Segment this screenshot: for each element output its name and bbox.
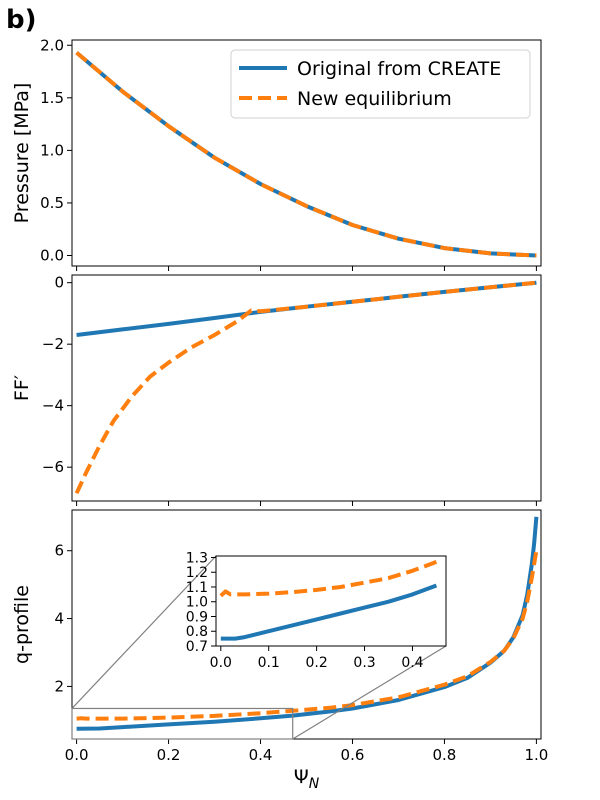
x-tick-label-q-profile-inset: 0.4 [401, 655, 423, 671]
zoom-indicator [71, 555, 447, 740]
y-tick-label-pressure: 2.0 [40, 36, 64, 54]
legend-box [230, 49, 531, 119]
x-tick-label-q-profile: 1.0 [524, 746, 548, 764]
y-tick-label-ffprime: −6 [42, 458, 64, 476]
legend-label-new-equilibrium: New equilibrium [297, 88, 452, 110]
y-tick-label-pressure: 1.5 [40, 89, 64, 107]
y-tick-label-ffprime: −4 [42, 397, 64, 415]
series-line-q-profile-inset-new-equilibrium [219, 560, 438, 598]
x-tick-label-q-profile: 0.6 [341, 746, 365, 764]
zoom-connector-line [71, 555, 217, 709]
x-tick-label-q-profile-inset: 0.0 [210, 655, 232, 671]
x-tick-label-q-profile: 0.0 [65, 746, 89, 764]
axes-q-profile: 2 4 6 0.0 0.2 0.4 0.6 0.8 1.0 q-profile ΨN [11, 509, 548, 792]
zoom-region-box [71, 707, 294, 740]
y-tick-label-q-profile-inset: 1.2 [186, 565, 208, 581]
y-tick-label-pressure: 0.5 [40, 194, 64, 212]
x-axis-title-q-profile: ΨN [294, 766, 320, 792]
y-axis-title-ffprime: FF′ [11, 375, 33, 401]
series-line-ffprime-new-equilibrium [74, 280, 537, 495]
y-tick-label-q-profile-inset: 1.3 [186, 550, 208, 566]
axes-q-profile-inset: 0.70.80.91.01.11.21.3 0.0 0.1 0.2 0.3 0.4 [186, 550, 447, 671]
plot-frame-q-profile [71, 509, 542, 740]
series-line-q-profile-inset-original [220, 583, 438, 641]
y-tick-label-q-profile-inset: 0.9 [186, 609, 208, 625]
x-tick-label-q-profile-inset: 0.2 [305, 655, 327, 671]
x-tick-label-q-profile: 0.4 [249, 746, 273, 764]
plot-frame-ffprime [71, 274, 542, 502]
x-tick-label-q-profile-inset: 0.3 [353, 655, 375, 671]
y-tick-label-q-profile: 6 [54, 542, 64, 560]
axes-pressure: 0.0 0.5 1.0 1.5 2.0 Pressure [MPa] [11, 36, 542, 271]
y-tick-label-q-profile-inset: 0.8 [186, 624, 208, 640]
x-tick-label-q-profile: 0.8 [433, 746, 457, 764]
zoom-connector-line [292, 645, 447, 740]
legend-label-original: Original from CREATE [297, 58, 501, 80]
y-axis-title-pressure: Pressure [MPa] [11, 83, 33, 224]
y-tick-label-q-profile-inset: 1.1 [186, 580, 208, 596]
x-tick-label-q-profile: 0.2 [157, 746, 181, 764]
legend: Original from CREATE New equilibrium [230, 49, 531, 119]
y-tick-label-q-profile: 4 [54, 610, 64, 628]
y-tick-label-pressure: 1.0 [40, 141, 64, 159]
x-tick-label-q-profile-inset: 0.1 [258, 655, 280, 671]
figure-label: b) [6, 5, 37, 35]
plots: 0.0 0.5 1.0 1.5 2.0 Pressure [MPa] −6 −4 −2 0 FF′ 2… [11, 36, 548, 792]
y-tick-label-ffprime: 0 [54, 274, 64, 292]
axes-ffprime: −6 −4 −2 0 FF′ [11, 274, 542, 506]
y-tick-label-ffprime: −2 [42, 335, 64, 353]
plot-frame-pressure [71, 39, 542, 267]
y-tick-label-q-profile: 2 [54, 677, 64, 695]
y-tick-label-q-profile-inset: 1.0 [186, 595, 208, 611]
y-tick-label-q-profile-inset: 0.7 [186, 639, 208, 655]
series-line-q-profile-new-equilibrium [76, 550, 539, 721]
y-axis-title-q-profile: q-profile [11, 585, 33, 664]
series-line-pressure-new-equilibrium [75, 51, 537, 258]
y-tick-label-pressure: 0.0 [40, 246, 64, 264]
plot-frame-q-profile-inset [215, 555, 447, 647]
